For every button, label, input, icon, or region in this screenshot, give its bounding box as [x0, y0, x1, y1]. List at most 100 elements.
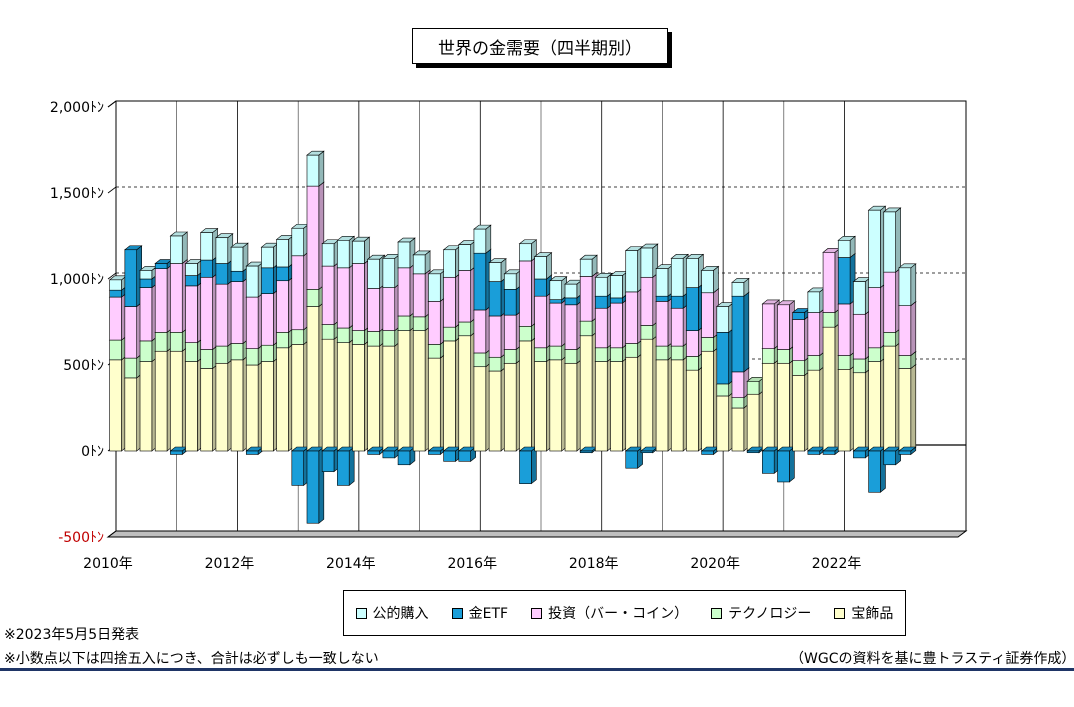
x-tick-label: 2014年 — [326, 556, 376, 572]
bar-side — [743, 291, 750, 373]
bar-segment-invest — [230, 281, 244, 344]
bar-segment-etf — [428, 450, 441, 455]
bar-segment-cb — [245, 265, 259, 298]
bar-segment-tech — [170, 332, 183, 352]
chart-legend: 公的購入 金ETF 投資（バー・コイン） テクノロジー 宝飾品 — [343, 590, 906, 636]
bar-segment-cb — [139, 270, 153, 280]
bar-segment-etf — [458, 450, 471, 462]
bar-segment-tech — [245, 348, 259, 366]
y-gridline-depth — [107, 100, 117, 108]
bar-segment-jewelry — [321, 338, 335, 452]
bar-segment-jewelry — [352, 344, 365, 452]
bar-segment-invest — [504, 314, 517, 350]
bar-segment-cb — [640, 247, 654, 278]
bar-segment-cb — [170, 235, 183, 264]
bar-segment-tech — [261, 344, 274, 362]
bar-segment-jewelry — [109, 359, 122, 452]
bar-segment-cb — [352, 240, 365, 264]
bar-segment-etf — [883, 450, 896, 466]
y-gridline-depth — [107, 530, 117, 538]
bar-segment-invest — [397, 267, 411, 317]
bar-segment-tech — [853, 358, 866, 374]
bar-segment-jewelry — [746, 393, 760, 452]
bar-segment-etf — [154, 263, 168, 269]
bar-segment-tech — [807, 355, 821, 371]
bar-segment-etf — [716, 332, 729, 385]
bar-segment-cb — [382, 258, 396, 288]
bar-segment-cb — [367, 258, 380, 289]
legend-item-tech: テクノロジー — [711, 603, 811, 623]
bar-segment-tech — [412, 316, 426, 331]
bar-segment-invest — [337, 267, 350, 329]
bar-segment-jewelry — [595, 361, 608, 452]
bar-segment-jewelry — [261, 361, 274, 452]
bar-segment-etf — [549, 299, 562, 304]
bar-segment-invest — [443, 276, 456, 328]
y-gridline-depth — [107, 272, 117, 280]
bar-segment-invest — [139, 287, 153, 342]
legend-item-jewelry: 宝飾品 — [834, 603, 893, 623]
bar-segment-etf — [473, 252, 487, 311]
bar-segment-tech — [230, 343, 244, 361]
bar-segment-tech — [883, 332, 896, 347]
bar-segment-cb — [276, 239, 289, 268]
bar-segment-etf — [185, 275, 198, 287]
bar-segment-tech — [321, 324, 335, 340]
bar-segment-jewelry — [716, 395, 729, 452]
legend-swatch-cb — [355, 607, 367, 619]
plot-floor — [106, 530, 968, 538]
bar-segment-cb — [337, 240, 350, 269]
bar-segment-invest — [564, 304, 578, 350]
bar-segment-etf — [139, 278, 153, 288]
bar-segment-etf — [291, 450, 304, 486]
bar-segment-cb — [473, 228, 487, 254]
bar-segment-cb — [261, 246, 274, 269]
legend-item-cb: 公的購入 — [355, 603, 429, 623]
legend-label-etf: 金ETF — [468, 606, 509, 622]
bar-segment-tech — [549, 345, 562, 361]
legend-label-invest: 投資（バー・コイン） — [548, 606, 689, 622]
bar-segment-tech — [701, 337, 714, 352]
bar-segment-cb — [109, 279, 122, 291]
bar-segment-jewelry — [488, 370, 502, 452]
bar-segment-etf — [382, 450, 396, 459]
y-tick-label: 1,500ﾄﾝ — [50, 186, 104, 202]
bar-segment-tech — [185, 342, 198, 362]
bar-segment-jewelry — [230, 359, 244, 452]
bar-segment-jewelry — [822, 326, 836, 452]
bar-segment-tech — [291, 329, 304, 345]
bar-segment-tech — [716, 383, 729, 397]
bar-segment-tech — [443, 326, 456, 342]
bar-segment-jewelry — [853, 372, 866, 452]
bar-segment-tech — [382, 330, 396, 347]
bar-segment-tech — [640, 325, 654, 340]
bar-segment-invest — [731, 371, 745, 398]
bar-segment-etf — [898, 450, 912, 455]
bar-segment-jewelry — [731, 407, 745, 452]
bar-segment-invest — [655, 301, 669, 347]
bar-segment-etf — [807, 450, 821, 455]
bar-segment-jewelry — [837, 368, 851, 452]
bar-segment-jewelry — [534, 361, 547, 452]
bar-segment-cb — [853, 281, 866, 315]
bar-segment-tech — [792, 360, 805, 376]
bar-segment-invest — [306, 185, 320, 290]
bar-segment-jewelry — [655, 359, 669, 452]
x-tick-label: 2022年 — [812, 556, 862, 572]
bar-segment-cb — [321, 243, 335, 267]
bar-segment-jewelry — [564, 362, 578, 452]
bar-segment-invest — [792, 319, 805, 362]
bottom-rule — [0, 668, 1074, 671]
bar-segment-cb — [230, 246, 244, 272]
bar-segment-jewelry — [412, 330, 426, 452]
bar-segment-invest — [579, 276, 593, 322]
bar-segment-jewelry — [792, 375, 805, 452]
bar-side — [531, 446, 537, 485]
bar-segment-cb — [716, 306, 729, 333]
bar-segment-invest — [837, 303, 851, 356]
bar-segment-etf — [109, 289, 122, 298]
bar-segment-invest — [807, 312, 821, 356]
bar-segment-tech — [822, 312, 836, 328]
x-tick-label: 2012年 — [205, 556, 255, 572]
bar-segment-etf — [670, 295, 684, 309]
